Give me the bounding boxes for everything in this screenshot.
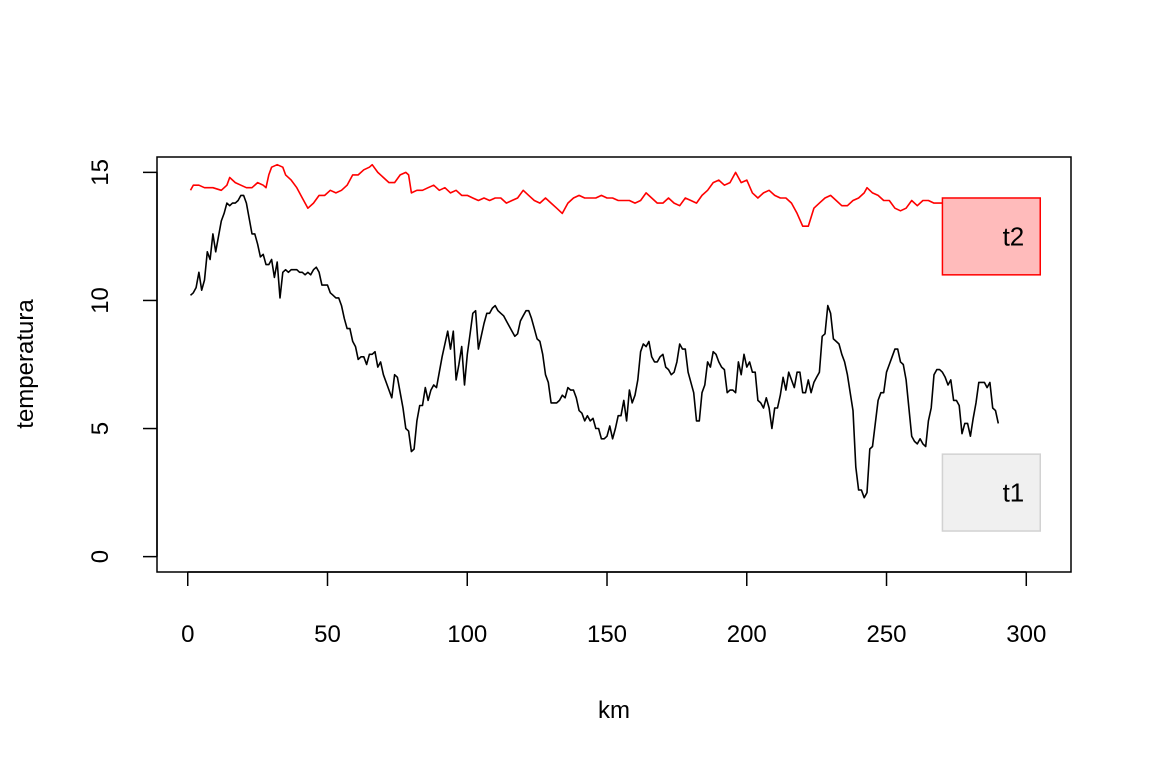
- series-layer: [189, 163, 1000, 499]
- label-box-text-t2: t2: [1003, 221, 1025, 251]
- x-tick-label: 50: [314, 621, 341, 648]
- y-axis-title: temperatura: [12, 299, 39, 429]
- x-tick-label: 150: [587, 621, 627, 648]
- label-box-t1: [941, 453, 1042, 532]
- x-tick-label: 250: [866, 621, 906, 648]
- x-tick-label: 0: [181, 621, 194, 648]
- x-tick-label: 100: [447, 621, 487, 648]
- x-tick-label: 200: [727, 621, 767, 648]
- label-box-t2: [941, 197, 1042, 276]
- y-tick-label: 15: [87, 159, 114, 186]
- x-axis-title: km: [598, 697, 630, 724]
- x-axis: 0 50 100 150 200 250 300: [181, 571, 1046, 648]
- series-line-2: [189, 194, 1000, 499]
- plot-frame: [156, 156, 1072, 573]
- label-box-layer: t2 t1: [941, 197, 1042, 532]
- y-tick-label: 0: [87, 550, 114, 563]
- y-tick-label: 5: [87, 422, 114, 435]
- x-tick-label: 300: [1006, 621, 1046, 648]
- series-line-1: [189, 163, 971, 227]
- label-box-text-t1: t1: [1003, 478, 1025, 508]
- y-tick-label: 10: [87, 287, 114, 314]
- y-axis: 0 5 10 15: [87, 159, 158, 563]
